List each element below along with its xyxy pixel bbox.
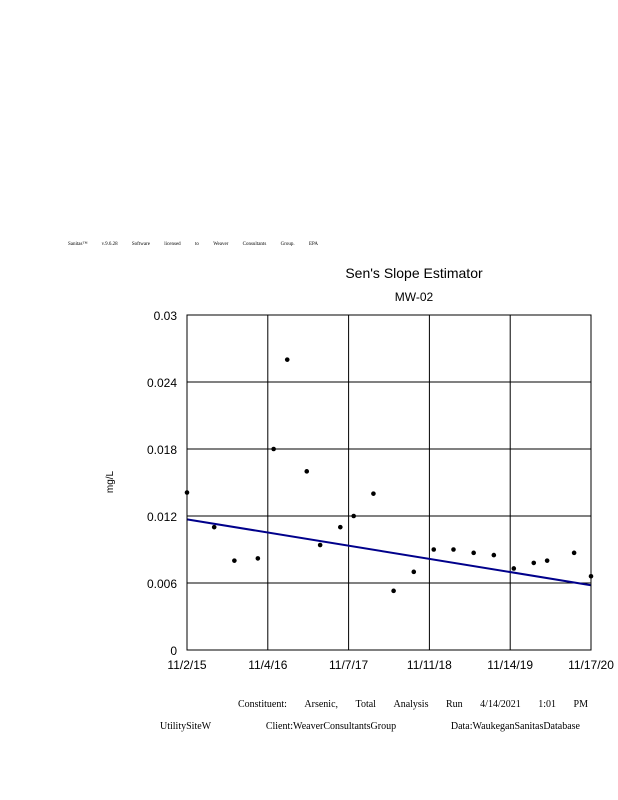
trend-line-group [186,518,592,587]
x-tick-label: 11/17/20 [568,658,614,672]
license-notice: Sanitas™ v.9.6.28 Software licensed to Weaver… [68,242,318,247]
y-tick-label: 0.03 [154,309,178,323]
grid-lines [186,314,592,651]
footer-word: Data:WaukeganSanitasDatabase [450,721,580,732]
footer-word: Constituent: [238,699,287,710]
footer-word: Client:WeaverConsultantsGroup [265,721,397,732]
plot-frame [186,314,592,651]
footer-constituent-line: Constituent: Arsenic, Total Analysis Run 4/14… [238,699,588,710]
data-point [431,547,437,552]
footer-word: Run [445,699,463,710]
license-word: Weaver [213,242,229,247]
data-point [211,524,217,530]
x-tick-label: 11/2/15 [167,658,206,672]
license-word: v.9.6.28 [101,242,118,247]
footer-word: 4/14/2021 [480,699,521,710]
data-point [391,588,396,594]
data-point [255,556,261,561]
sens-slope-trend-line [186,518,592,587]
data-point [284,357,290,362]
data-point [317,542,323,548]
footer-word: Total [355,699,376,710]
y-tick-label: 0 [170,644,177,658]
data-point [411,569,417,575]
y-axis-label: mg/L [105,470,116,493]
x-tick-label: 11/11/18 [407,658,452,672]
y-tick-label: 0.024 [147,376,177,390]
license-word: licensed [164,242,181,247]
data-points [184,357,594,594]
chart-title: Sen's Slope Estimator [345,265,483,281]
axis-tick-labels: 0 0.006 0.012 0.018 0.024 0.03 11/2/15 11/4/16 1… [147,309,614,672]
data-point [471,550,476,556]
license-word: EPA [308,242,318,247]
x-tick-label: 11/4/16 [248,658,287,672]
data-point [351,513,356,519]
footer-client-line: UtilitySiteW Client:WeaverConsultantsGrou… [160,721,580,732]
data-point [571,550,577,556]
y-tick-label: 0.012 [147,510,177,524]
license-word: Sanitas™ [68,242,88,247]
footer-word: 1:01 [538,699,557,710]
footer-word: Analysis [393,699,429,710]
x-tick-label: 11/7/17 [329,658,368,672]
y-tick-label: 0.006 [147,577,177,591]
data-point [511,566,517,571]
license-word: to [194,242,199,247]
data-point [304,469,310,474]
footer-word: Arsenic, [304,699,339,710]
license-word: Consultants [242,242,267,247]
data-point [232,558,237,563]
y-tick-label: 0.018 [147,443,177,457]
data-point [491,552,497,558]
data-point [531,560,537,566]
data-point [371,491,376,496]
chart-subtitle: MW-02 [395,290,434,304]
data-point [451,547,456,552]
x-tick-label: 11/14/19 [487,658,533,672]
license-word: Group. [280,242,295,247]
data-point [271,446,276,452]
license-word: Software [131,242,150,247]
data-point [544,558,550,563]
footer-word: PM [573,699,588,710]
data-point [338,524,343,530]
footer-word: UtilitySiteW [160,721,212,732]
